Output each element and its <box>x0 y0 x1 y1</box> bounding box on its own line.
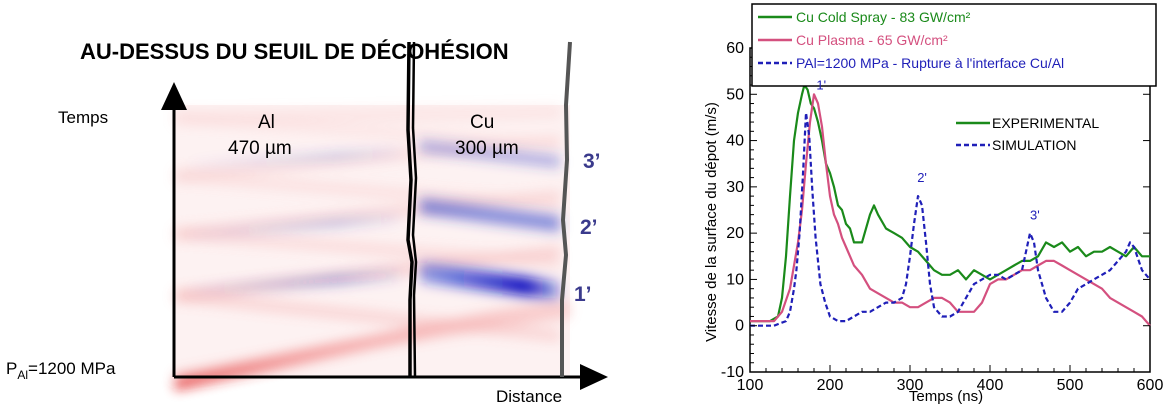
interface-line <box>406 41 414 377</box>
y-tick-label-1: 0 <box>735 318 744 335</box>
velocity-chart: 100 200 300 400 500 600 -10 0 10 20 30 40 50 60 Cu Co… <box>703 3 1164 405</box>
legend-top-label-0: Cu Cold Spray - 83 GW/cm² <box>796 9 971 25</box>
time-axis-arrow-icon <box>161 82 187 110</box>
y-tick-label-0: -10 <box>721 364 744 381</box>
legend-inner-label-0: EXPERIMENTAL <box>992 115 1099 131</box>
al-thickness: 470 µm <box>228 138 292 159</box>
x-tick-label-2: 300 <box>897 377 924 394</box>
x-tick-label-5: 600 <box>1137 377 1164 394</box>
peak-label-2: 3' <box>1030 207 1040 222</box>
x-tick-label-4: 500 <box>1057 377 1084 394</box>
cu-label: Cu <box>470 112 494 133</box>
wave-field <box>175 105 570 390</box>
peak-label-1: 2' <box>917 170 927 185</box>
series-line-1 <box>750 93 1151 327</box>
y-tick-label-6: 50 <box>726 86 744 103</box>
x-tick-label-1: 200 <box>817 377 844 394</box>
peak-label-0: 1' <box>816 78 826 93</box>
pressure-prefix: P <box>6 359 17 378</box>
echo-label-2: 2’ <box>580 216 598 239</box>
echo-label-1: 1’ <box>574 283 592 306</box>
x-axis-title: Temps (ns) <box>909 388 983 405</box>
plot-annotations: 1' 2' 3' <box>816 78 1039 223</box>
distance-axis-label: Distance <box>496 387 562 405</box>
pressure-label: PAl=1200 MPa <box>6 359 116 382</box>
y-tick-label-4: 30 <box>726 179 744 196</box>
x-tick-label-0: 100 <box>737 377 764 394</box>
y-tick-label-3: 20 <box>726 225 744 242</box>
x-tick-label-3: 400 <box>977 377 1004 394</box>
echo-label-3: 3’ <box>583 150 601 173</box>
y-tick-label-5: 40 <box>726 133 744 150</box>
pressure-subscript: Al <box>17 368 28 382</box>
distance-axis-arrow-icon <box>580 364 608 390</box>
legend-top-label-1: Cu Plasma - 65 GW/cm² <box>796 32 948 48</box>
time-axis-label: Temps <box>58 108 108 127</box>
free-surface-line <box>560 41 572 377</box>
diagram-title: AU-DESSUS DU SEUIL DE DÉCOHÉSION <box>80 39 509 64</box>
cu-thickness: 300 µm <box>455 138 519 159</box>
diagram-axes <box>161 82 608 390</box>
series-line-2 <box>750 111 1151 327</box>
y-tick-label-7: 60 <box>726 40 744 57</box>
plot-legend: Cu Cold Spray - 83 GW/cm² Cu Plasma - 65 … <box>751 3 1157 153</box>
legend-top-box <box>751 3 1157 87</box>
y-axis-title: Vitesse de la surface du dépot (m/s) <box>703 102 720 342</box>
legend-inner-label-1: SIMULATION <box>992 137 1077 153</box>
y-tick-label-2: 10 <box>726 271 744 288</box>
legend-top-label-2: PAl=1200 MPa - Rupture à l'interface Cu/… <box>796 55 1064 71</box>
al-label: Al <box>258 112 275 133</box>
pressure-value: =1200 MPa <box>28 359 116 378</box>
wave-propagation-diagram: AU-DESSUS DU SEUIL DE DÉCOHÉSION Temps D… <box>6 39 608 405</box>
plot-ticks: 100 200 300 400 500 600 -10 0 10 20 30 40 50 60 <box>721 40 1164 394</box>
